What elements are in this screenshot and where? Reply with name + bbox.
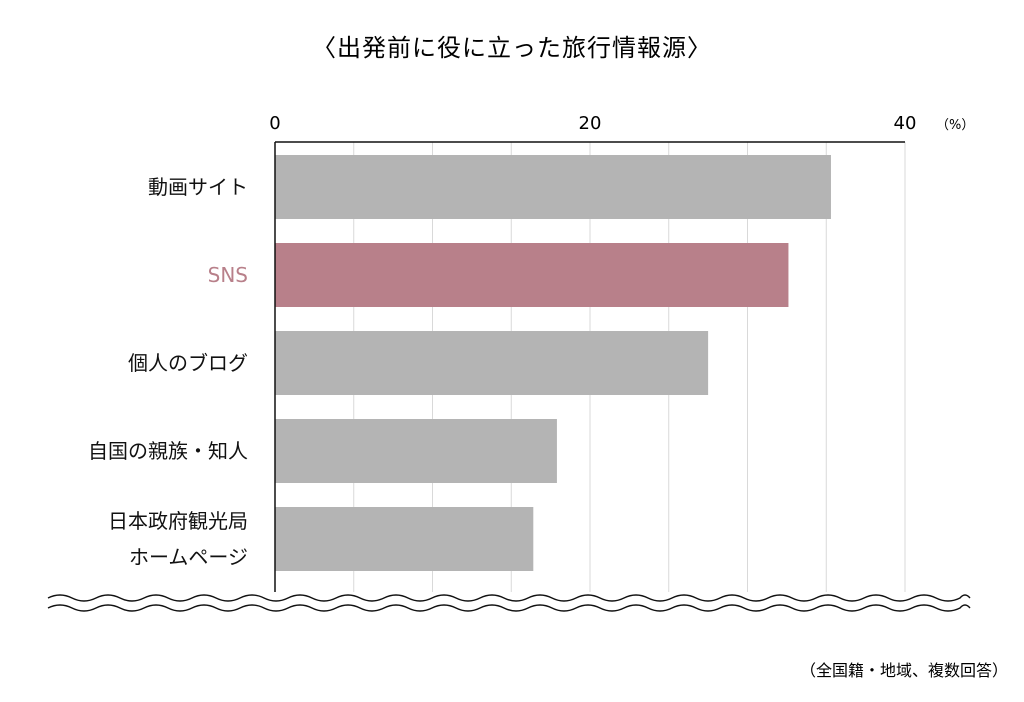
category-label: 日本政府観光局 <box>108 509 248 533</box>
bar <box>275 419 557 483</box>
category-label: 自国の親族・知人 <box>88 439 248 463</box>
bar <box>275 507 534 571</box>
axes <box>274 141 905 595</box>
x-tick-label: 40 <box>894 113 917 134</box>
x-tick-label: 0 <box>269 113 280 134</box>
x-tick-labels: 0 20 40 <box>269 113 916 134</box>
axis-unit-label: （%） <box>936 118 974 133</box>
footnote: （全国籍・地域、複数回答） <box>800 661 1008 680</box>
axis-break-line <box>47 604 971 612</box>
category-label: ホームページ <box>129 545 248 569</box>
bar <box>275 155 831 219</box>
category-label: 動画サイト <box>148 175 248 199</box>
bar <box>275 243 789 307</box>
category-label: SNS <box>208 263 248 287</box>
bars <box>275 155 831 571</box>
x-tick-label: 20 <box>579 113 602 134</box>
bar <box>275 331 709 395</box>
chart-title: 〈出発前に役に立った旅行情報源〉 <box>312 34 712 62</box>
axis-break-wave <box>40 592 980 614</box>
axis-break-line <box>47 594 971 602</box>
category-label: 個人のブログ <box>128 351 248 375</box>
